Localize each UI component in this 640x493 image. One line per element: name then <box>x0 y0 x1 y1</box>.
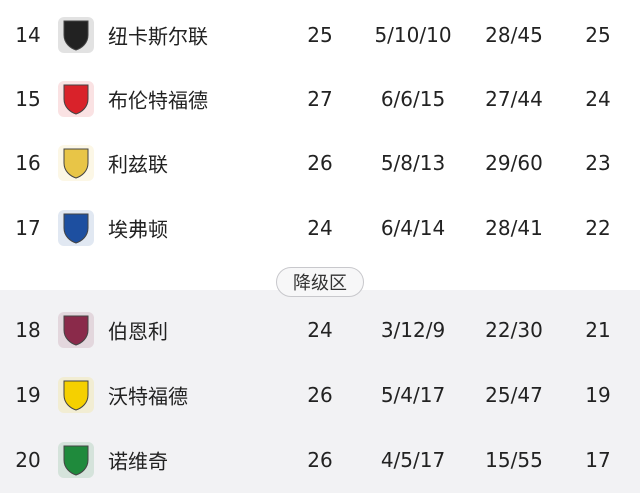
team-name[interactable]: 利兹联 <box>108 152 168 177</box>
points: 21 <box>585 318 611 342</box>
leeds-crest-icon <box>58 145 94 181</box>
played: 26 <box>307 448 333 472</box>
team-name[interactable]: 诺维奇 <box>108 449 168 474</box>
table-row[interactable]: 16 利兹联 26 5/8/13 29/60 23 <box>0 131 640 195</box>
watford-crest-icon <box>58 377 94 413</box>
played: 26 <box>307 383 333 407</box>
rank: 17 <box>15 216 41 240</box>
table-row[interactable]: 19 沃特福德 26 5/4/17 25/47 19 <box>0 363 640 427</box>
everton-crest-icon <box>58 210 94 246</box>
played: 24 <box>307 216 333 240</box>
rank: 15 <box>15 87 41 111</box>
team-name[interactable]: 埃弗顿 <box>108 217 168 242</box>
relegation-zone-badge: 降级区 <box>276 267 364 297</box>
points: 25 <box>585 23 611 47</box>
win-draw-loss: 5/8/13 <box>380 151 446 175</box>
table-row[interactable]: 15 布伦特福德 27 6/6/15 27/44 24 <box>0 67 640 131</box>
goals-for-against: 27/44 <box>485 87 543 111</box>
win-draw-loss: 6/6/15 <box>380 87 446 111</box>
rank: 19 <box>15 383 41 407</box>
goals-for-against: 22/30 <box>485 318 543 342</box>
table-row[interactable]: 18 伯恩利 24 3/12/9 22/30 21 <box>0 298 640 362</box>
goals-for-against: 29/60 <box>485 151 543 175</box>
goals-for-against: 28/45 <box>485 23 543 47</box>
newcastle-crest-icon <box>58 17 94 53</box>
rank: 20 <box>15 448 41 472</box>
table-row[interactable]: 20 诺维奇 26 4/5/17 15/55 17 <box>0 428 640 492</box>
win-draw-loss: 5/4/17 <box>380 383 446 407</box>
points: 17 <box>585 448 611 472</box>
team-name[interactable]: 纽卡斯尔联 <box>108 24 208 49</box>
points: 23 <box>585 151 611 175</box>
points: 19 <box>585 383 611 407</box>
rank: 16 <box>15 151 41 175</box>
rank: 18 <box>15 318 41 342</box>
brentford-crest-icon <box>58 81 94 117</box>
played: 24 <box>307 318 333 342</box>
team-name[interactable]: 伯恩利 <box>108 319 168 344</box>
win-draw-loss: 4/5/17 <box>380 448 446 472</box>
win-draw-loss: 3/12/9 <box>380 318 446 342</box>
relegation-zone-background <box>0 290 640 493</box>
team-name[interactable]: 沃特福德 <box>108 384 188 409</box>
goals-for-against: 15/55 <box>485 448 543 472</box>
win-draw-loss: 5/10/10 <box>374 23 452 47</box>
table-row[interactable]: 14 纽卡斯尔联 25 5/10/10 28/45 25 <box>0 3 640 67</box>
played: 26 <box>307 151 333 175</box>
win-draw-loss: 6/4/14 <box>380 216 446 240</box>
team-name[interactable]: 布伦特福德 <box>108 88 208 113</box>
points: 24 <box>585 87 611 111</box>
goals-for-against: 28/41 <box>485 216 543 240</box>
played: 25 <box>307 23 333 47</box>
goals-for-against: 25/47 <box>485 383 543 407</box>
played: 27 <box>307 87 333 111</box>
burnley-crest-icon <box>58 312 94 348</box>
norwich-crest-icon <box>58 442 94 478</box>
points: 22 <box>585 216 611 240</box>
rank: 14 <box>15 23 41 47</box>
table-row[interactable]: 17 埃弗顿 24 6/4/14 28/41 22 <box>0 196 640 260</box>
